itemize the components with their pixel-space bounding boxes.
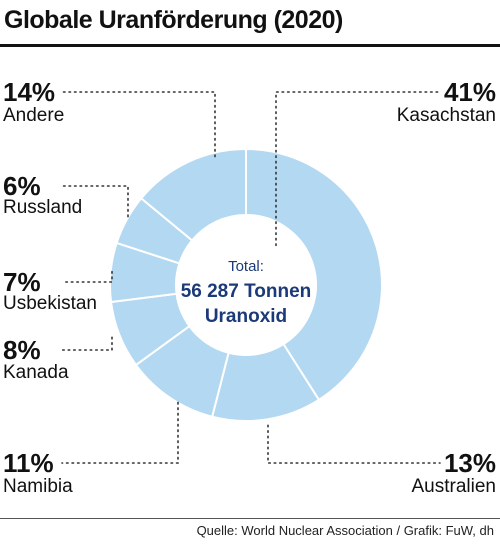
donut-slices [109, 147, 383, 422]
category-label-australien: Australien [412, 476, 497, 497]
center-label: Total: 56 287 Tonnen Uranoxid [181, 258, 312, 327]
center-total-label: Total: [228, 258, 264, 275]
leader-lines [61, 91, 441, 464]
category-label-andere: Andere [3, 105, 64, 126]
footer-rule [0, 518, 500, 519]
pct-label-kanada: 8% [3, 335, 41, 365]
center-total-value-line1: 56 287 Tonnen [181, 281, 312, 302]
leader-line-australien [267, 424, 441, 464]
slice-andere [139, 147, 247, 242]
leader-line-usbekistan [61, 270, 113, 283]
category-label-russland: Russland [3, 197, 82, 218]
pct-label-kasachstan: 41% [444, 77, 496, 107]
page-title: Globale Uranförderung (2020) [4, 6, 343, 34]
pct-label-russland: 6% [3, 171, 41, 201]
pct-label-usbekistan: 7% [3, 267, 41, 297]
center-total-value-line2: Uranoxid [205, 306, 287, 327]
slice-labels: 41%Kasachstan 13%Australien 11%Namibia 8%Ka… [3, 77, 496, 497]
leader-line-kasachstan [275, 91, 441, 247]
category-label-kanada: Kanada [3, 362, 69, 383]
leader-line-andere [61, 91, 216, 158]
source-note: Quelle: World Nuclear Association / Graf… [196, 523, 494, 538]
leader-line-namibia [61, 401, 179, 464]
pct-label-namibia: 11% [3, 448, 54, 478]
slice-kasachstan [245, 147, 383, 402]
leader-line-kanada [61, 336, 113, 351]
category-label-usbekistan: Usbekistan [3, 293, 97, 314]
category-label-namibia: Namibia [3, 476, 73, 497]
pct-label-australien: 13% [444, 448, 496, 478]
title-rule [0, 44, 500, 47]
category-label-kasachstan: Kasachstan [397, 105, 496, 126]
pct-label-andere: 14% [3, 77, 55, 107]
